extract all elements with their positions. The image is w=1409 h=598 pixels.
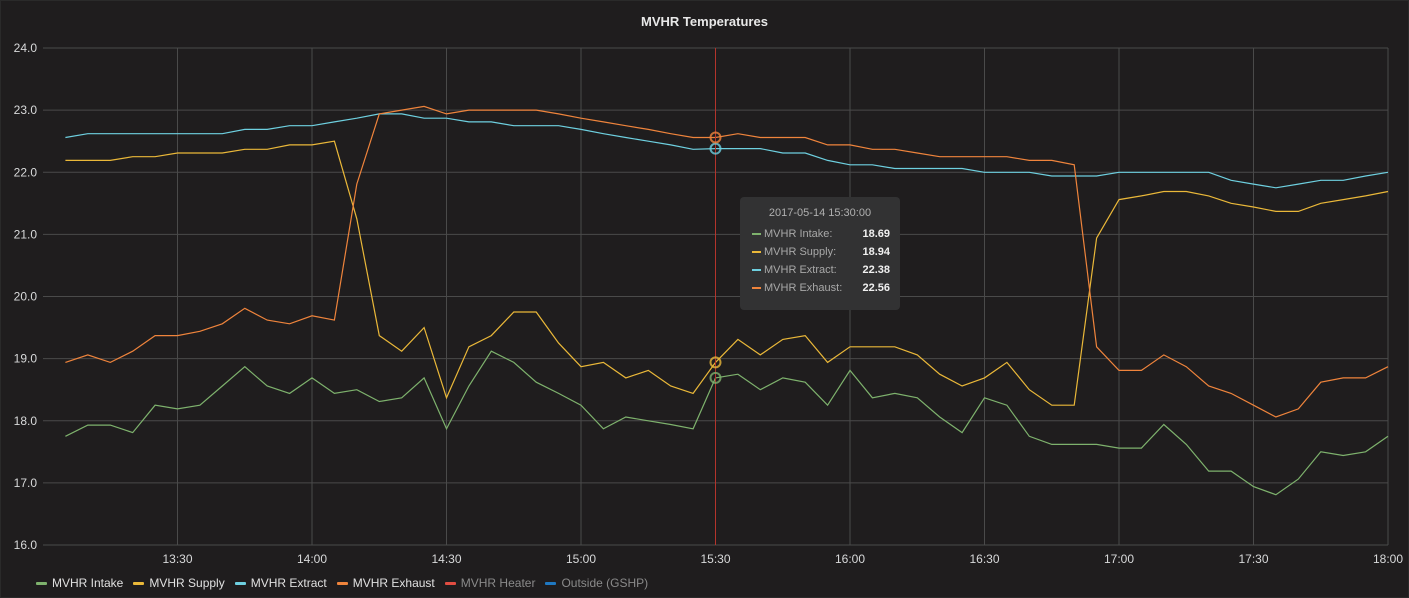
tooltip-label: MVHR Exhaust: [764,282,843,294]
panel-title[interactable]: MVHR Temperatures [641,14,768,29]
y-tick-label: 24.0 [14,41,38,55]
hover-point-marker [709,356,722,369]
legend-label: MVHR Intake [52,576,124,590]
tooltip-row-exhaust: MVHR Exhaust: 22.56 [740,279,900,297]
tooltip-row-supply: MVHR Supply: 18.94 [740,243,900,261]
y-tick-label: 18.0 [14,414,38,428]
x-tick-label: 14:30 [431,552,461,566]
legend-swatch [133,581,145,585]
series-line-mvhr-extract [65,113,1389,189]
tooltip: 2017-05-14 15:30:00 MVHR Intake: 18.69 M… [740,197,900,310]
x-tick-label: 15:00 [566,552,596,566]
tooltip-value: 22.56 [862,282,890,294]
y-tick-label: 20.0 [14,290,38,304]
legend-item-supply[interactable]: MVHR Supply [133,576,225,590]
tooltip-label: MVHR Supply: [764,246,837,258]
tooltip-label: MVHR Extract: [764,264,837,276]
legend-swatch [36,581,47,585]
hover-point-marker [709,142,722,155]
tooltip-label: MVHR Intake: [764,228,833,240]
legend-item-exhaust[interactable]: MVHR Exhaust [336,576,435,590]
tooltip-value: 18.69 [862,228,890,240]
series-line-mvhr-exhaust [65,105,1389,418]
y-tick-label: 22.0 [14,165,38,179]
legend-item-intake[interactable]: MVHR Intake [36,576,123,590]
tooltip-value: 22.38 [862,264,890,276]
x-tick-label: 17:30 [1238,552,1268,566]
y-tick-label: 19.0 [14,352,38,366]
x-tick-label: 18:00 [1373,552,1403,566]
legend-swatch [234,581,246,585]
series-swatch [752,269,761,271]
legend-item-heater[interactable]: MVHR Heater [444,576,536,590]
series-line-mvhr-intake [65,350,1389,496]
hover-point-marker [709,371,722,384]
y-tick-label: 16.0 [14,538,38,552]
legend-item-extract[interactable]: MVHR Extract [234,576,327,590]
series-swatch [752,251,761,253]
legend-swatch [444,581,456,585]
x-tick-label: 14:00 [297,552,327,566]
y-tick-label: 23.0 [14,103,38,117]
tooltip-row-intake: MVHR Intake: 18.69 [740,225,900,243]
series-swatch [752,287,761,289]
legend-label: Outside (GSHP) [561,576,649,590]
legend-swatch [545,581,557,585]
x-tick-label: 16:00 [835,552,865,566]
series-swatch [752,233,761,235]
legend-label: MVHR Exhaust [352,576,435,590]
x-tick-label: 13:30 [162,552,192,566]
legend-label: MVHR Heater [460,576,536,590]
hover-point-marker [709,131,722,144]
x-tick-label: 16:30 [969,552,999,566]
legend-label: MVHR Supply [149,576,225,590]
x-tick-label: 15:30 [700,552,730,566]
legend-swatch [336,581,348,585]
tooltip-row-extract: MVHR Extract: 22.38 [740,261,900,279]
legend: MVHR Intake MVHR Supply MVHR Extract MVH… [36,576,658,590]
legend-item-outside[interactable]: Outside (GSHP) [545,576,648,590]
y-tick-label: 17.0 [14,476,38,490]
x-tick-label: 17:00 [1104,552,1134,566]
tooltip-time: 2017-05-14 15:30:00 [768,207,872,219]
tooltip-value: 18.94 [862,246,890,258]
legend-label: MVHR Extract [250,576,327,590]
y-tick-label: 21.0 [14,227,38,241]
series-line-mvhr-supply [65,140,1389,406]
